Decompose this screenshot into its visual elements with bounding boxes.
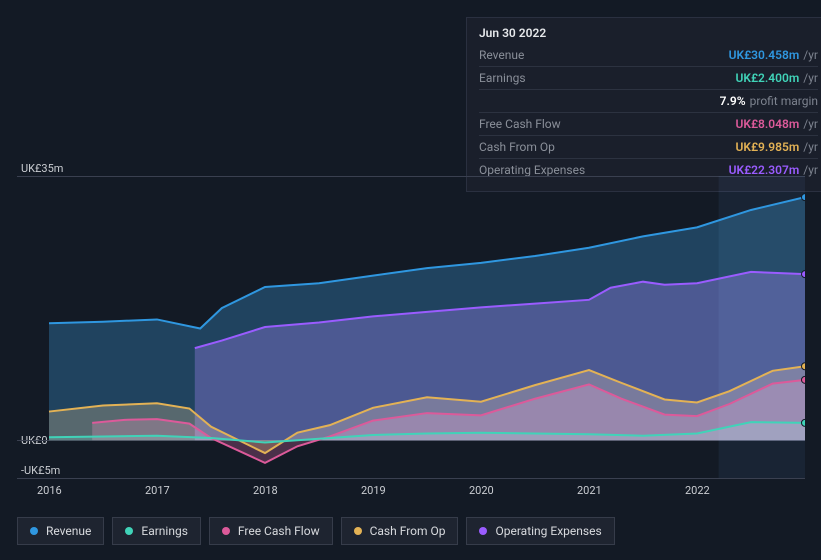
y-axis-label-top: UK£35m bbox=[21, 162, 63, 175]
x-axis-tick: 2018 bbox=[253, 484, 278, 497]
legend-swatch-icon bbox=[354, 527, 362, 535]
legend-item-label: Cash From Op bbox=[370, 524, 446, 538]
legend-item-cashop[interactable]: Cash From Op bbox=[341, 517, 459, 545]
chart-tooltip: Jun 30 2022 Revenue UK£30.458m/yr Earnings… bbox=[466, 17, 821, 192]
legend-item-label: Earnings bbox=[141, 524, 188, 538]
tooltip-row-value: UK£2.400m/yr bbox=[735, 71, 818, 85]
legend-item-label: Free Cash Flow bbox=[238, 524, 320, 538]
tooltip-row-label: Earnings bbox=[479, 71, 526, 85]
chart-panel: Jun 30 2022 Revenue UK£30.458m/yr Earnings… bbox=[0, 0, 821, 560]
tooltip-row: Revenue UK£30.458m/yr bbox=[479, 44, 818, 66]
x-axis-tick: 2016 bbox=[37, 484, 62, 497]
legend-swatch-icon bbox=[30, 527, 38, 535]
x-axis-tick: 2022 bbox=[685, 484, 710, 497]
tooltip-row-value: UK£8.048m/yr bbox=[735, 117, 818, 131]
chart-plot-area[interactable] bbox=[17, 176, 805, 478]
series-end-marker-revenue bbox=[802, 194, 806, 201]
tooltip-row: 7.9%profit margin bbox=[479, 89, 818, 112]
legend-item-label: Revenue bbox=[46, 524, 91, 538]
x-axis-tick: 2019 bbox=[361, 484, 386, 497]
series-end-marker-earnings bbox=[802, 419, 806, 426]
tooltip-row-value: UK£30.458m/yr bbox=[729, 48, 818, 62]
series-end-marker-fcf bbox=[802, 376, 806, 383]
x-axis-tick: 2021 bbox=[577, 484, 602, 497]
tooltip-row: Earnings UK£2.400m/yr bbox=[479, 66, 818, 89]
tooltip-row-label: Revenue bbox=[479, 48, 524, 62]
tooltip-row-value: 7.9%profit margin bbox=[720, 94, 818, 108]
legend-item-earnings[interactable]: Earnings bbox=[112, 517, 201, 545]
series-end-marker-opex bbox=[802, 271, 806, 278]
tooltip-row-label: Operating Expenses bbox=[479, 163, 585, 177]
tooltip-row: Cash From Op UK£9.985m/yr bbox=[479, 135, 818, 158]
legend-swatch-icon bbox=[125, 527, 133, 535]
tooltip-row-label: Cash From Op bbox=[479, 140, 555, 154]
legend-swatch-icon bbox=[222, 527, 230, 535]
tooltip-row-value: UK£9.985m/yr bbox=[735, 140, 818, 154]
legend-item-opex[interactable]: Operating Expenses bbox=[466, 517, 614, 545]
legend-item-revenue[interactable]: Revenue bbox=[17, 517, 104, 545]
tooltip-row-label: Free Cash Flow bbox=[479, 117, 561, 131]
axis-line bbox=[17, 478, 805, 479]
legend-item-label: Operating Expenses bbox=[495, 524, 601, 538]
legend-item-fcf[interactable]: Free Cash Flow bbox=[209, 517, 333, 545]
x-axis-tick: 2020 bbox=[469, 484, 494, 497]
legend-swatch-icon bbox=[479, 527, 487, 535]
chart-legend: Revenue Earnings Free Cash Flow Cash From O… bbox=[17, 517, 615, 545]
tooltip-row: Free Cash Flow UK£8.048m/yr bbox=[479, 112, 818, 135]
tooltip-row-value: UK£22.307m/yr bbox=[729, 163, 818, 177]
x-axis-tick: 2017 bbox=[145, 484, 170, 497]
tooltip-date: Jun 30 2022 bbox=[479, 26, 818, 40]
series-end-marker-cashop bbox=[802, 363, 806, 370]
